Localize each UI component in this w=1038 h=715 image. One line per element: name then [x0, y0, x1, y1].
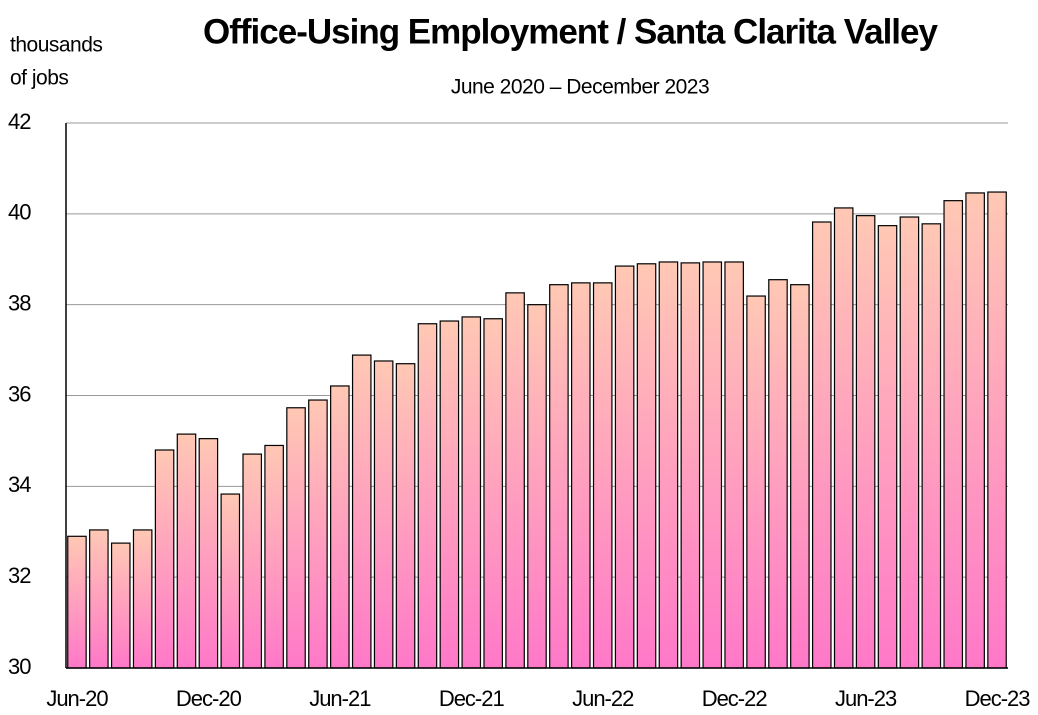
bar: [571, 282, 591, 669]
bar: [965, 192, 985, 669]
y-tick-label: 30: [8, 654, 31, 679]
bar: [264, 444, 284, 669]
bar: [110, 542, 131, 669]
bar: [330, 385, 350, 669]
bar: [855, 215, 876, 669]
bar: [527, 304, 547, 669]
bar: [176, 433, 197, 669]
chart-title: Office-Using Employment / Santa Clarita …: [203, 12, 938, 51]
y-tick-label: 40: [8, 200, 31, 225]
bar: [987, 191, 1007, 669]
bar: [439, 320, 460, 669]
bar: [483, 318, 503, 669]
bar: [702, 261, 723, 669]
bar: [680, 262, 701, 669]
bar: [286, 407, 306, 669]
y-tick-label: 42: [8, 109, 31, 134]
bar: [811, 221, 832, 669]
bar: [921, 223, 942, 669]
bar: [308, 399, 328, 669]
x-tick-label: Jun-21: [309, 686, 371, 711]
y-tick-label: 36: [8, 381, 31, 406]
bar: [505, 292, 525, 669]
y-axis-label: thousands: [10, 34, 102, 57]
bar: [549, 284, 569, 669]
bar: [899, 216, 920, 669]
bar: [351, 354, 372, 669]
y-tick-label: 38: [8, 290, 31, 315]
bar: [746, 295, 766, 669]
chart-subtitle: June 2020 – December 2023: [451, 76, 709, 99]
bar: [417, 323, 438, 669]
bar: [658, 261, 679, 669]
bar: [89, 529, 109, 669]
x-tick-label: Jun-20: [46, 686, 108, 711]
bar: [132, 529, 153, 669]
bar: [790, 284, 810, 669]
bar: [242, 453, 263, 669]
bar: [943, 200, 964, 669]
bar: [768, 279, 788, 669]
x-tick-label: Dec-20: [176, 686, 242, 711]
bar: [198, 438, 219, 669]
bar: [373, 360, 394, 669]
bar: [154, 449, 175, 669]
x-tick-label: Jun-23: [835, 686, 897, 711]
bar: [636, 263, 657, 669]
x-tick-label: Dec-23: [965, 686, 1031, 711]
y-tick-label: 34: [8, 472, 31, 497]
bar: [592, 282, 613, 669]
y-tick-label: 32: [8, 563, 31, 588]
x-tick-label: Dec-21: [439, 686, 505, 711]
y-axis-label: of jobs: [10, 67, 68, 90]
bar: [220, 493, 241, 669]
bar: [67, 535, 87, 669]
x-tick-label: Jun-22: [572, 686, 634, 711]
bar: [614, 265, 635, 669]
bar: [395, 363, 416, 669]
bar: [461, 316, 482, 669]
bar: [724, 261, 744, 669]
x-tick-label: Dec-22: [702, 686, 768, 711]
bar: [877, 225, 898, 669]
bar: [833, 207, 854, 669]
